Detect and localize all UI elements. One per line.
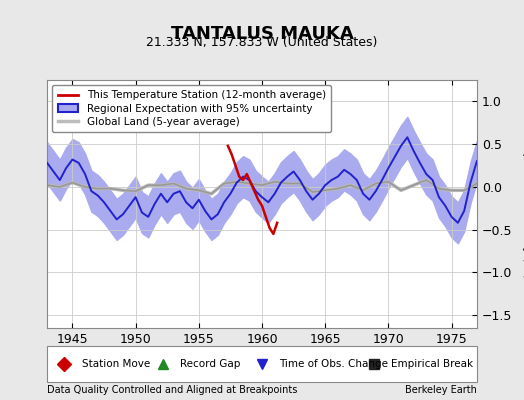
Text: 21.333 N, 157.833 W (United States): 21.333 N, 157.833 W (United States) [146,36,378,49]
Y-axis label: Temperature Anomaly (°C): Temperature Anomaly (°C) [522,130,524,278]
FancyBboxPatch shape [47,346,477,382]
Text: TANTALUS MAUKA: TANTALUS MAUKA [171,25,353,43]
Text: Empirical Break: Empirical Break [391,359,473,369]
Legend: This Temperature Station (12-month average), Regional Expectation with 95% uncer: This Temperature Station (12-month avera… [52,85,331,132]
Text: Station Move: Station Move [82,359,150,369]
Text: Berkeley Earth: Berkeley Earth [405,385,477,395]
Text: Data Quality Controlled and Aligned at Breakpoints: Data Quality Controlled and Aligned at B… [47,385,298,395]
Text: Time of Obs. Change: Time of Obs. Change [279,359,388,369]
Text: Record Gap: Record Gap [180,359,241,369]
